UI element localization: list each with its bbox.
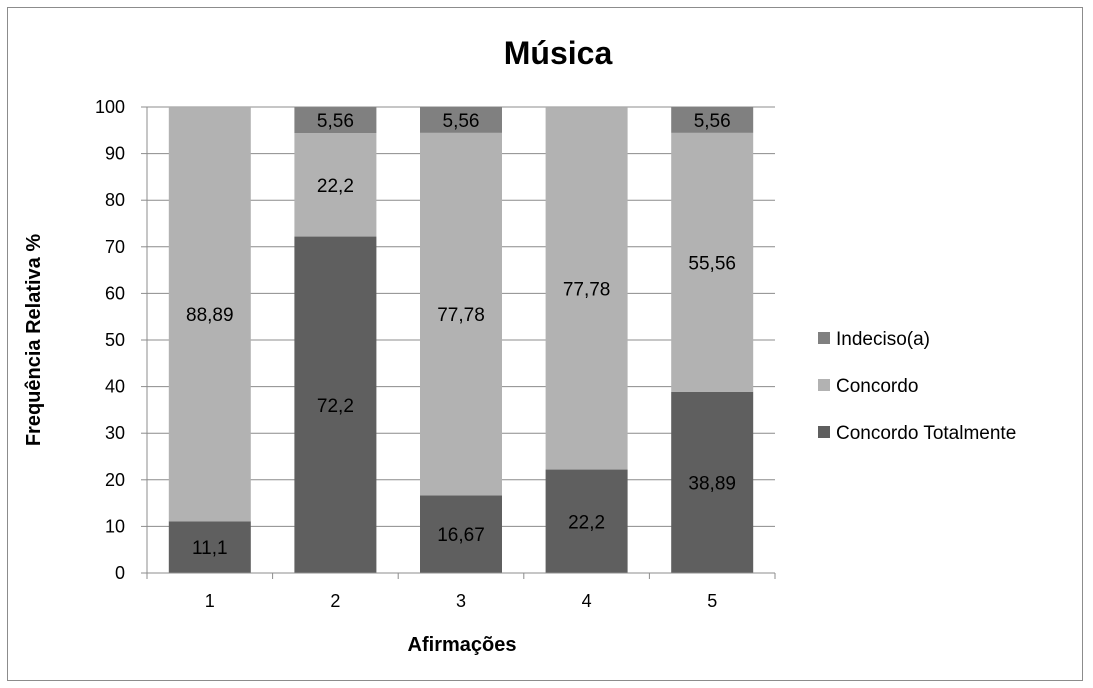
bar-segment bbox=[294, 133, 377, 237]
data-label: 88,89 bbox=[186, 305, 234, 326]
y-axis-title: Frequência Relativa % bbox=[23, 234, 45, 447]
x-tick-label: 5 bbox=[707, 591, 717, 611]
bar-segment bbox=[420, 106, 502, 133]
y-tick-label: 10 bbox=[105, 516, 125, 536]
legend-swatch bbox=[818, 426, 830, 438]
bar-segment bbox=[420, 495, 502, 573]
legend-swatch bbox=[818, 379, 830, 391]
legend: Indeciso(a) Concordo Concordo Totalmente bbox=[818, 329, 1016, 444]
data-label: 22,2 bbox=[568, 512, 605, 533]
data-label: 22,2 bbox=[317, 176, 354, 197]
x-tick-label: 4 bbox=[582, 591, 592, 611]
y-tick-label: 0 bbox=[115, 563, 125, 583]
y-tick-label: 70 bbox=[105, 237, 125, 257]
y-tick-label: 30 bbox=[105, 423, 125, 443]
bar-segment bbox=[671, 391, 754, 573]
data-labels: 11,1 88,89 72,2 22,2 5,56 16,67 77,78 5,56 22,2 7… bbox=[186, 111, 736, 559]
y-tick-label: 40 bbox=[105, 377, 125, 397]
bar-segment bbox=[294, 107, 377, 134]
data-label: 72,2 bbox=[317, 396, 354, 417]
y-tick-label: 80 bbox=[105, 190, 125, 210]
bar-segment bbox=[420, 132, 502, 496]
legend-label: Concordo Totalmente bbox=[836, 423, 1016, 444]
data-label: 55,56 bbox=[688, 253, 736, 274]
x-axis-title: Afirmações bbox=[408, 634, 517, 656]
y-tick-label: 100 bbox=[95, 97, 125, 117]
axes: 0 10 20 30 40 50 60 70 80 90 100 1 2 3 4 5 bbox=[95, 97, 776, 611]
legend-swatch bbox=[818, 332, 830, 344]
bar-segment bbox=[168, 521, 251, 573]
data-label: 11,1 bbox=[192, 538, 228, 559]
legend-label: Indeciso(a) bbox=[836, 329, 930, 350]
data-label: 16,67 bbox=[437, 525, 485, 546]
data-label: 38,89 bbox=[688, 473, 736, 494]
data-label: 5,56 bbox=[317, 111, 354, 132]
y-tick-label: 50 bbox=[105, 330, 125, 350]
y-tick-label: 90 bbox=[105, 144, 125, 164]
bar-segment bbox=[168, 107, 251, 522]
bar-segment bbox=[294, 236, 377, 573]
bars bbox=[168, 106, 754, 573]
legend-label: Concordo bbox=[836, 376, 918, 397]
bar-segment bbox=[545, 469, 628, 573]
x-tick-label: 1 bbox=[205, 591, 215, 611]
data-label: 77,78 bbox=[437, 305, 485, 326]
y-tick-label: 20 bbox=[105, 470, 125, 490]
x-tick-label: 2 bbox=[330, 591, 340, 611]
bar-segment bbox=[671, 106, 754, 133]
data-label: 5,56 bbox=[443, 111, 480, 132]
y-tick-label: 60 bbox=[105, 283, 125, 303]
bar-segment bbox=[545, 107, 628, 470]
chart-title: Música bbox=[504, 35, 613, 71]
x-tick-label: 3 bbox=[456, 591, 466, 611]
bar-segment bbox=[671, 132, 754, 392]
data-label: 5,56 bbox=[694, 111, 731, 132]
data-label: 77,78 bbox=[563, 279, 611, 300]
